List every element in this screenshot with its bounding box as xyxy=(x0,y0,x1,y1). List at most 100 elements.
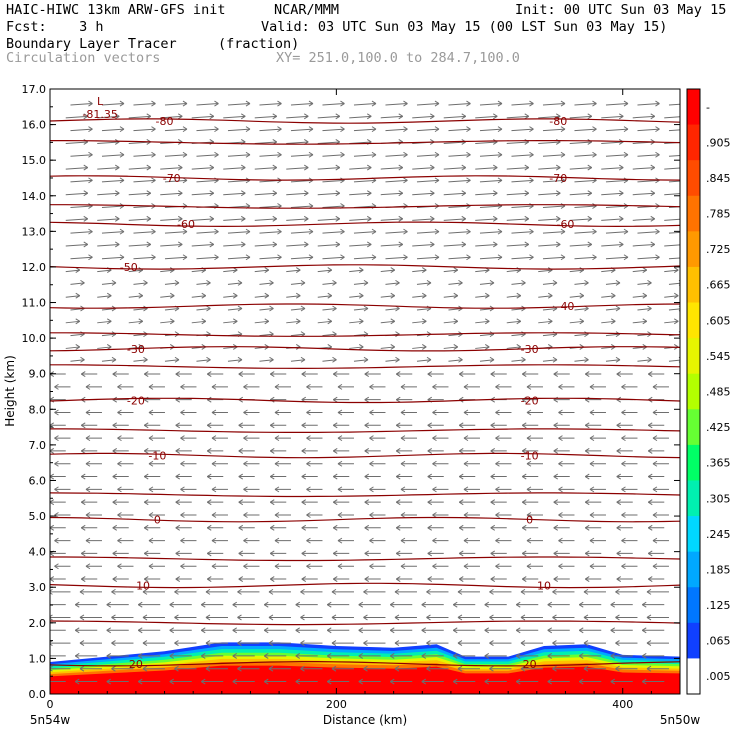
vector-arrow xyxy=(117,409,134,416)
vector-arrow xyxy=(647,499,665,506)
vector-arrow xyxy=(463,537,480,544)
vector-arrow xyxy=(578,601,602,608)
vector-arrow xyxy=(175,473,192,480)
y-tick-label: 4.0 xyxy=(29,546,47,559)
vector-arrow xyxy=(128,190,152,197)
vector-arrow xyxy=(475,190,498,197)
colorbar-swatch xyxy=(687,160,700,197)
vector-arrow xyxy=(269,550,287,557)
vector-arrow xyxy=(80,473,98,480)
axes: 0.0 1.0 2.0 3.0 4.0 5.0 6.0 7.0 8.0 9.0 10.0 11.0 12… xyxy=(22,83,701,727)
vector-arrow xyxy=(385,228,408,235)
vector-arrow xyxy=(641,652,665,659)
vector-arrow xyxy=(317,292,333,299)
vector-arrow xyxy=(148,486,165,493)
vector-arrow xyxy=(637,356,652,363)
vector-arrow xyxy=(80,499,98,506)
contour-label: -10 xyxy=(521,450,539,463)
vector-arrow xyxy=(200,627,224,634)
vector-arrow xyxy=(380,344,396,350)
vector-arrow xyxy=(137,652,161,659)
vector-arrow xyxy=(416,177,440,184)
x-tick-label: 400 xyxy=(612,698,633,711)
vector-arrow xyxy=(97,190,120,197)
model-title: HAIC-HIWC 13km ARW-GFS init xyxy=(6,2,226,18)
vector-arrow xyxy=(286,344,301,350)
vector-arrow xyxy=(191,215,215,222)
vector-arrow xyxy=(133,126,156,133)
vector-arrow xyxy=(547,627,570,634)
vector-arrow xyxy=(448,254,471,261)
vector-arrow xyxy=(243,512,260,518)
vector-arrow xyxy=(174,588,197,595)
vector-arrow xyxy=(426,665,449,672)
vector-arrow xyxy=(489,588,512,595)
vector-arrow xyxy=(432,537,449,544)
vector-arrow xyxy=(206,550,224,557)
vector-arrow xyxy=(664,267,679,273)
contour-label: 20 xyxy=(523,658,537,671)
vector-arrow xyxy=(443,292,459,299)
vector-arrow xyxy=(148,409,165,416)
vector-arrow xyxy=(364,422,381,429)
contour-line xyxy=(50,175,680,181)
vector-arrow xyxy=(164,254,188,261)
vector-arrow xyxy=(290,254,314,261)
vector-arrow xyxy=(206,371,224,377)
vector-arrow xyxy=(300,665,323,672)
vector-arrow xyxy=(652,486,669,493)
y-tick-label: 6.0 xyxy=(29,474,47,487)
vector-arrow xyxy=(268,588,291,595)
x-tick-label: 0 xyxy=(47,698,54,711)
vector-arrow xyxy=(385,177,408,184)
vector-arrow xyxy=(448,100,471,107)
vector-arrow xyxy=(143,473,161,480)
y-tick-label: 9.0 xyxy=(29,368,47,381)
vector-arrow xyxy=(295,601,318,608)
vector-arrow xyxy=(148,563,165,570)
vector-arrow xyxy=(412,164,435,171)
vector-arrow xyxy=(652,512,669,518)
vector-arrow xyxy=(286,190,309,197)
vector-arrow xyxy=(143,524,161,531)
vector-arrow xyxy=(605,279,621,286)
vector-arrow xyxy=(65,241,89,248)
vector-arrow xyxy=(632,113,656,120)
vector-arrow xyxy=(117,460,134,467)
vector-arrow xyxy=(616,499,633,506)
vector-arrow xyxy=(227,151,251,158)
colorbar-swatch xyxy=(687,195,700,232)
vector-arrow xyxy=(54,383,71,390)
vector-arrow xyxy=(97,344,112,350)
vector-arrow xyxy=(489,614,512,621)
vector-arrow xyxy=(448,151,471,158)
vector-arrow xyxy=(128,241,152,248)
vector-arrow xyxy=(363,640,386,647)
vector-arrow xyxy=(632,267,648,273)
vector-arrow xyxy=(637,254,660,261)
vector-arrow xyxy=(479,203,503,209)
vector-arrow xyxy=(395,371,413,377)
vector-arrow xyxy=(148,537,165,544)
vector-arrow xyxy=(458,576,476,582)
vector-arrow xyxy=(479,279,495,286)
vector-arrow xyxy=(290,126,314,133)
vector-arrow xyxy=(589,435,606,442)
y-tick-label: 1.0 xyxy=(29,652,47,665)
y-tick-label: 3.0 xyxy=(29,581,47,594)
vector-arrow xyxy=(65,318,81,325)
vector-arrow xyxy=(558,409,575,416)
vector-arrow xyxy=(227,356,243,363)
vector-arrow xyxy=(364,473,381,480)
vector-arrow xyxy=(542,151,566,158)
vector-arrow xyxy=(358,601,381,608)
vector-arrow xyxy=(479,126,503,133)
vector-arrow xyxy=(227,279,243,286)
vector-arrow xyxy=(97,292,112,299)
vector-arrow xyxy=(479,151,503,158)
vector-arrow xyxy=(331,614,354,621)
vector-arrow xyxy=(295,652,318,659)
vector-arrow xyxy=(621,435,638,442)
vector-arrow xyxy=(128,113,152,120)
vector-arrow xyxy=(364,371,381,377)
